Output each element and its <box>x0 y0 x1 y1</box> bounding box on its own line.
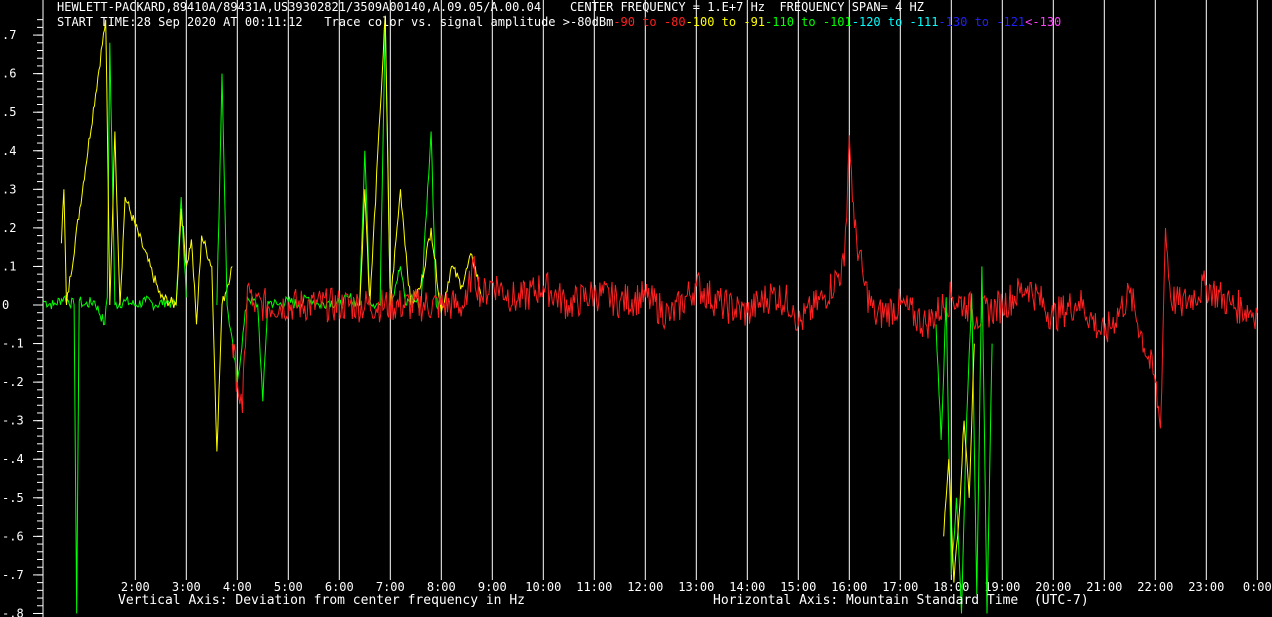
x-tick-labels: 2:00 3:00 4:00 5:00 6:00 7:00 8:00 9:00 10:00 11:… <box>121 580 1272 594</box>
x-tick-label: 7:00 <box>376 580 405 594</box>
vertical-axis-caption: Vertical Axis: Deviation from center fre… <box>118 593 525 608</box>
signal-trace <box>359 15 483 313</box>
legend-entry: -130 to -121 <box>938 15 1026 29</box>
signal-traces <box>43 15 1258 614</box>
y-tick-label: -.2 <box>2 375 24 389</box>
x-tick-label: 5:00 <box>274 580 303 594</box>
x-tick-label: 18:00 <box>933 580 969 594</box>
x-tick-label: 12:00 <box>627 580 663 594</box>
x-tick-label: 15:00 <box>780 580 816 594</box>
x-tick-label: 11:00 <box>576 580 612 594</box>
y-tick-label: .4 <box>2 144 16 158</box>
horizontal-axis-caption: Horizontal Axis: Mountain Standard Time … <box>713 593 1089 608</box>
y-tick-label: 0 <box>2 298 9 312</box>
x-tick-label: 0:00 <box>1243 580 1272 594</box>
x-tick-label: 14:00 <box>729 580 765 594</box>
y-tick-label: .2 <box>2 221 16 235</box>
y-tick-label: -.7 <box>2 568 24 582</box>
y-tick-label: .5 <box>2 105 16 119</box>
x-tick-label: 3:00 <box>172 580 201 594</box>
x-tick-label: 9:00 <box>478 580 507 594</box>
signal-trace <box>60 19 233 452</box>
signal-trace <box>216 15 442 402</box>
y-tick-label: -.3 <box>2 414 24 428</box>
y-tick-label: .3 <box>2 182 16 196</box>
instrument-header: HEWLETT-PACKARD,89410A/89431A,US39302821… <box>57 0 924 14</box>
x-tick-label: 2:00 <box>121 580 150 594</box>
y-tick-label: .7 <box>2 28 16 42</box>
legend-entry: -110 to -101 <box>765 15 852 29</box>
legend-entry: -120 to -111 <box>851 15 939 29</box>
signal-trace <box>935 266 993 614</box>
legend-intro: Trace color vs. signal amplitude >-80dBm <box>324 15 614 29</box>
y-axis: .7 .6 .5 .4 .3 .2 .1 0 -.1 -.2 -.3 -.4 -.5 -.6 -.7 -.8 <box>2 0 44 617</box>
y-tick-label: .1 <box>2 259 16 273</box>
amplitude-legend: -90 to -80-100 to -91-110 to -101-120 to… <box>613 15 1061 29</box>
signal-trace <box>43 42 187 614</box>
x-tick-label: 6:00 <box>325 580 354 594</box>
legend-entry: -90 to -80 <box>613 15 686 29</box>
x-tick-label: 10:00 <box>525 580 561 594</box>
x-tick-label: 21:00 <box>1086 580 1122 594</box>
y-tick-label: -.6 <box>2 529 24 543</box>
y-tick-label: -.1 <box>2 337 24 351</box>
start-time: START TIME:28 Sep 2020 AT 00:11:12 <box>57 15 303 29</box>
x-tick-label: 17:00 <box>882 580 918 594</box>
x-tick-label: 8:00 <box>427 580 456 594</box>
x-tick-label: 22:00 <box>1137 580 1173 594</box>
y-tick-label: -.5 <box>2 491 24 505</box>
x-tick-label: 16:00 <box>831 580 867 594</box>
x-tick-label: 23:00 <box>1188 580 1224 594</box>
legend-entry: <-130 <box>1025 15 1062 29</box>
legend-entry: -100 to -91 <box>685 15 766 29</box>
x-tick-label: 13:00 <box>678 580 714 594</box>
signal-trace <box>231 135 1258 429</box>
y-tick-label: -.4 <box>2 452 24 466</box>
x-tick-label: 4:00 <box>223 580 252 594</box>
signal-trace <box>943 343 975 583</box>
x-tick-label: 20:00 <box>1035 580 1071 594</box>
start-time-legend-line: START TIME:28 Sep 2020 AT 00:11:12 Trace… <box>57 15 1061 29</box>
x-tick-label: 19:00 <box>984 580 1020 594</box>
y-tick-label: -.8 <box>2 606 24 617</box>
hour-gridlines <box>134 0 1258 580</box>
y-tick-label: .6 <box>2 67 16 81</box>
